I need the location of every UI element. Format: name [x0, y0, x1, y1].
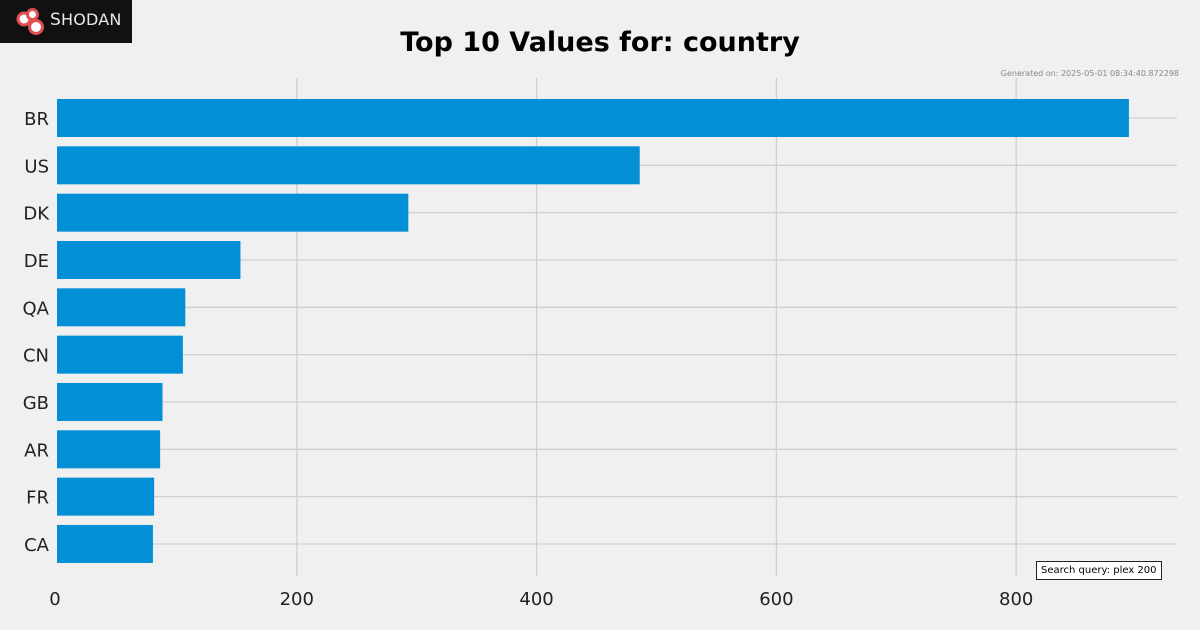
y-tick-label: DE [24, 251, 49, 272]
y-tick-label: CA [24, 535, 50, 556]
generated-timestamp: Generated on: 2025-05-01 08:34:40.872298 [1000, 69, 1179, 78]
shodan-logo-text: SHODAN [50, 10, 122, 30]
search-query-box: Search query: plex 200 [1036, 561, 1162, 580]
x-tick-label: 400 [519, 589, 553, 610]
shodan-logo-icon [16, 8, 44, 35]
y-tick-label: FR [26, 488, 49, 509]
y-tick-label: BR [24, 109, 49, 130]
y-tick-label: CN [23, 346, 49, 367]
bar-cn [57, 335, 183, 374]
x-tick-label: 0 [49, 589, 60, 610]
shodan-logo[interactable]: SHODAN [0, 0, 132, 43]
bar-qa [57, 288, 186, 327]
bar-fr [57, 477, 155, 516]
x-tick-label: 800 [999, 589, 1033, 610]
y-tick-label: QA [23, 298, 50, 319]
bar-br [57, 99, 1129, 137]
y-tick-label: AR [24, 440, 49, 461]
y-tick-label: GB [23, 393, 49, 414]
bar-dk [57, 193, 409, 232]
y-tick-label: US [24, 156, 49, 177]
x-tick-label: 200 [280, 589, 314, 610]
bar-ar [57, 430, 161, 469]
x-tick-label: 600 [759, 589, 793, 610]
bar-gb [57, 382, 163, 421]
chart-title: Top 10 Values for: country [400, 27, 800, 58]
bar-us [57, 146, 640, 185]
bar-de [57, 240, 241, 279]
bar-ca [57, 524, 153, 563]
y-tick-label: DK [23, 204, 50, 225]
